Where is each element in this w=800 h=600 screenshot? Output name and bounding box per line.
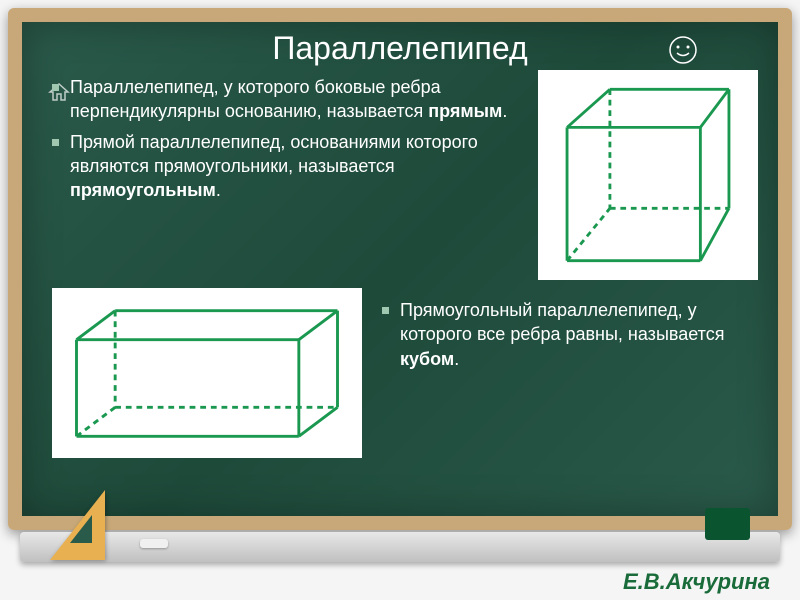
b3-end: .: [454, 349, 459, 369]
author-label: Е.В.Акчурина: [623, 569, 770, 595]
chalkboard: Параллелепипед Параллелепипед, у которог…: [8, 8, 792, 530]
page-title: Параллелепипед: [42, 30, 758, 67]
rect-prism-diagram: [52, 288, 362, 458]
bullet-2: Прямой параллелепипед, основаниями котор…: [52, 130, 518, 203]
b2-end: .: [216, 180, 221, 200]
chalk-icon: [140, 539, 168, 548]
bullet-3: Прямоугольный параллелепипед, у которого…: [382, 298, 758, 371]
b1-text: Параллелепипед, у которого боковые ребра…: [70, 77, 441, 121]
triangle-ruler-icon: [50, 490, 105, 560]
b3-text: Прямоугольный параллелепипед, у которого…: [400, 300, 724, 344]
definitions-right: Прямоугольный параллелепипед, у которого…: [382, 288, 758, 458]
nav-button[interactable]: [705, 508, 750, 540]
b2-bold: прямоугольным: [70, 180, 216, 200]
bottom-section: Прямоугольный параллелепипед, у которого…: [42, 288, 758, 458]
bullet-1: Параллелепипед, у которого боковые ребра…: [52, 75, 518, 124]
top-section: Параллелепипед, у которого боковые ребра…: [42, 75, 758, 280]
b3-bold: кубом: [400, 349, 454, 369]
smiley-icon: [668, 35, 698, 65]
definitions-left: Параллелепипед, у которого боковые ребра…: [42, 75, 518, 280]
b1-end: .: [502, 101, 507, 121]
chalk-ledge: [20, 532, 780, 562]
cube-diagram: [538, 70, 758, 280]
content-area: Параллелепипед, у которого боковые ребра…: [42, 75, 758, 458]
title-text: Параллелепипед: [272, 30, 527, 66]
b1-bold: прямым: [428, 101, 502, 121]
b2-text: Прямой параллелепипед, основаниями котор…: [70, 132, 478, 176]
